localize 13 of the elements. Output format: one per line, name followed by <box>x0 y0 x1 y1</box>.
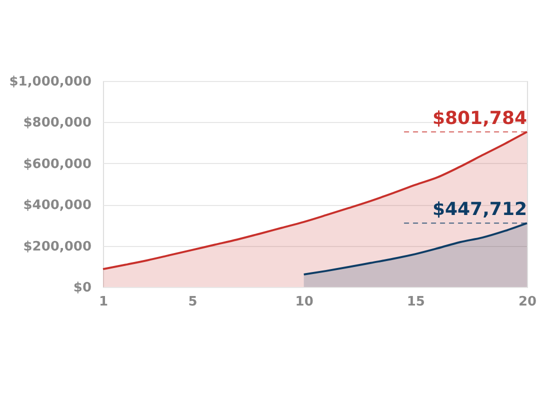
y-tick-label: $600,000 <box>23 156 92 172</box>
annotation: $447,712 <box>432 199 527 220</box>
y-tick-label: $400,000 <box>23 198 92 214</box>
y-tick-label: $800,000 <box>23 116 92 131</box>
x-tick-label: 20 <box>518 294 537 310</box>
x-tick-label: 10 <box>295 294 314 310</box>
x-tick-label: 5 <box>188 294 198 310</box>
x-tick-label: 1 <box>98 294 108 310</box>
y-tick-label: $0 <box>73 280 92 296</box>
annotation: $801,784 <box>432 108 527 129</box>
y-tick-label: $1,000,000 <box>9 74 92 90</box>
y-tick-label: $200,000 <box>23 239 92 254</box>
x-tick-label: 15 <box>406 294 425 310</box>
